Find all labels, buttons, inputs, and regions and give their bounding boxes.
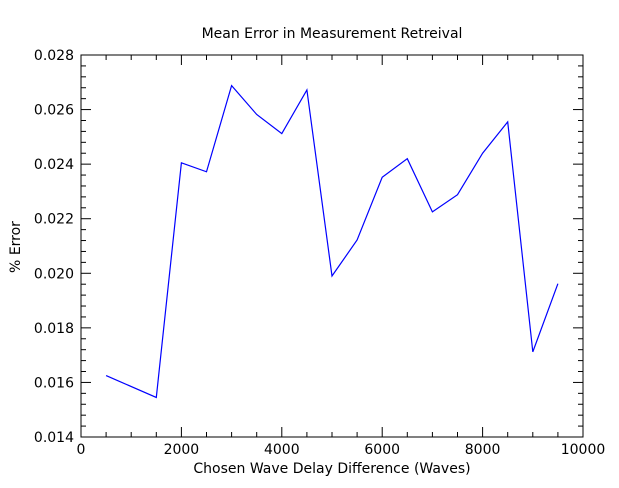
y-tick-label: 0.026	[34, 103, 74, 119]
y-tick-label: 0.018	[34, 321, 74, 337]
x-tick-label: 6000	[364, 442, 400, 458]
x-tick-label: 0	[77, 442, 86, 458]
x-tick-label: 2000	[164, 442, 200, 458]
series-line	[105, 84, 559, 399]
x-tick-label: 10000	[561, 442, 606, 458]
y-tick-label: 0.022	[34, 212, 74, 228]
chart-title: Mean Error in Measurement Retreival	[202, 26, 463, 42]
x-axis-label: Chosen Wave Delay Difference (Waves)	[193, 461, 470, 477]
x-tick-label: 4000	[264, 442, 300, 458]
x-tick-label: 8000	[465, 442, 501, 458]
y-tick-label: 0.020	[34, 266, 74, 282]
plot-frame	[80, 54, 584, 438]
y-tick-label: 0.028	[34, 48, 74, 64]
y-tick-label: 0.014	[34, 430, 74, 446]
axis-ticks: 0 2000 4000 6000 8000 10000 0.014 0.016 0.018 0.0…	[34, 48, 605, 458]
y-tick-label: 0.016	[34, 375, 74, 391]
y-axis-label: % Error	[8, 221, 24, 273]
plot-axes	[80, 54, 584, 438]
y-tick-label: 0.024	[34, 157, 74, 173]
data-series	[105, 84, 559, 399]
